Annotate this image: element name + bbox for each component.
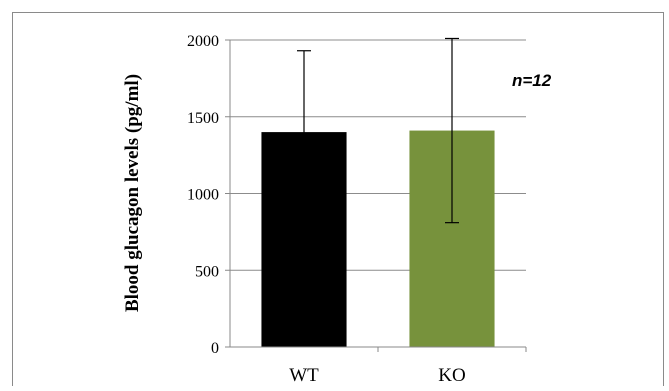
y-tick-label-3: 1500: [187, 110, 219, 127]
x-category-label-wt: WT: [289, 365, 319, 386]
y-tick-label-4: 2000: [187, 33, 219, 50]
x-category-labels: WT KO: [289, 347, 527, 386]
x-category-label-ko: KO: [438, 365, 465, 386]
y-tick-labels: 0 500 1000 1500 2000: [187, 33, 219, 357]
sample-size-annotation: n=12: [512, 71, 552, 90]
y-tick-label-0: 0: [211, 340, 219, 357]
error-bars: [297, 37, 459, 224]
y-tick-label-1: 500: [195, 263, 219, 280]
y-tick-label-2: 1000: [187, 187, 219, 204]
y-axis-label: Blood glucagon levels (pg/ml): [122, 74, 143, 312]
